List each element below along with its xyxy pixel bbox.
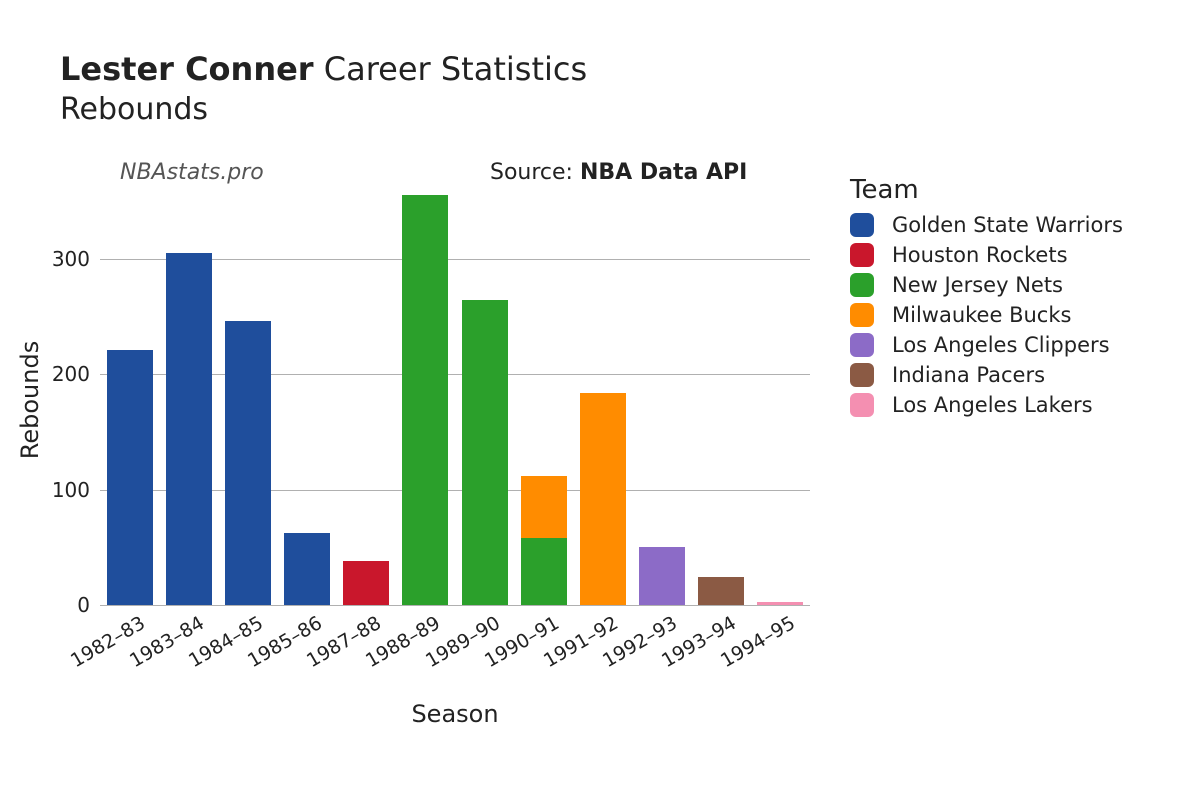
title-player: Lester Conner — [60, 50, 314, 88]
bar-segment — [639, 547, 685, 605]
legend-items: Golden State Warriors Houston Rockets New … — [850, 213, 1123, 417]
legend-swatch — [850, 243, 874, 267]
bar-segment — [402, 195, 448, 605]
bar-slot — [639, 195, 685, 605]
legend-item: Indiana Pacers — [850, 363, 1123, 387]
legend-label: Golden State Warriors — [892, 213, 1123, 237]
bar-slot — [225, 195, 271, 605]
bar-slot — [343, 195, 389, 605]
bar-slot — [166, 195, 212, 605]
y-tick-label: 100 — [30, 478, 90, 502]
legend-item: New Jersey Nets — [850, 273, 1123, 297]
legend-label: Los Angeles Lakers — [892, 393, 1093, 417]
legend-label: Los Angeles Clippers — [892, 333, 1110, 357]
legend-swatch — [850, 303, 874, 327]
legend: Team Golden State Warriors Houston Rocket… — [850, 175, 1123, 423]
title-block: Lester Conner Career Statistics Rebounds — [60, 50, 587, 127]
title-suffix: Career Statistics — [324, 50, 587, 88]
bar-segment — [521, 476, 567, 538]
y-axis-label: Rebounds — [16, 341, 44, 459]
legend-label: Houston Rockets — [892, 243, 1068, 267]
bar-segment — [225, 321, 271, 605]
legend-item: Los Angeles Lakers — [850, 393, 1123, 417]
bar-slot — [284, 195, 330, 605]
legend-item: Houston Rockets — [850, 243, 1123, 267]
source-name: NBA Data API — [580, 160, 747, 185]
plot-area — [100, 195, 810, 605]
legend-swatch — [850, 213, 874, 237]
bar-slot — [462, 195, 508, 605]
bar-slot — [580, 195, 626, 605]
legend-swatch — [850, 333, 874, 357]
legend-item: Los Angeles Clippers — [850, 333, 1123, 357]
bar-slot — [107, 195, 153, 605]
bar-slot — [402, 195, 448, 605]
bar-segment — [343, 561, 389, 605]
bar-slot — [757, 195, 803, 605]
legend-item: Golden State Warriors — [850, 213, 1123, 237]
chart-subtitle: Rebounds — [60, 92, 587, 127]
chart-title: Lester Conner Career Statistics — [60, 50, 587, 88]
bar-slot — [698, 195, 744, 605]
y-tick-label: 0 — [30, 593, 90, 617]
bar-segment — [757, 602, 803, 605]
legend-swatch — [850, 393, 874, 417]
legend-swatch — [850, 363, 874, 387]
source-text: Source: NBA Data API — [490, 160, 747, 185]
gridline — [100, 605, 810, 606]
source-prefix: Source: — [490, 160, 580, 185]
legend-label: Milwaukee Bucks — [892, 303, 1071, 327]
bar-segment — [698, 577, 744, 605]
legend-label: Indiana Pacers — [892, 363, 1045, 387]
legend-label: New Jersey Nets — [892, 273, 1063, 297]
legend-title: Team — [850, 175, 1123, 205]
bar-segment — [580, 393, 626, 606]
chart-container: Lester Conner Career Statistics Rebounds… — [0, 0, 1200, 800]
y-tick-label: 300 — [30, 247, 90, 271]
bar-segment — [284, 533, 330, 605]
y-tick-label: 200 — [30, 362, 90, 386]
bar-slot — [521, 195, 567, 605]
bar-segment — [166, 253, 212, 605]
bar-segment — [107, 350, 153, 605]
bar-segment — [521, 538, 567, 605]
legend-item: Milwaukee Bucks — [850, 303, 1123, 327]
watermark-text: NBAstats.pro — [120, 160, 264, 185]
legend-swatch — [850, 273, 874, 297]
bar-segment — [462, 300, 508, 605]
x-axis-label: Season — [100, 700, 810, 728]
